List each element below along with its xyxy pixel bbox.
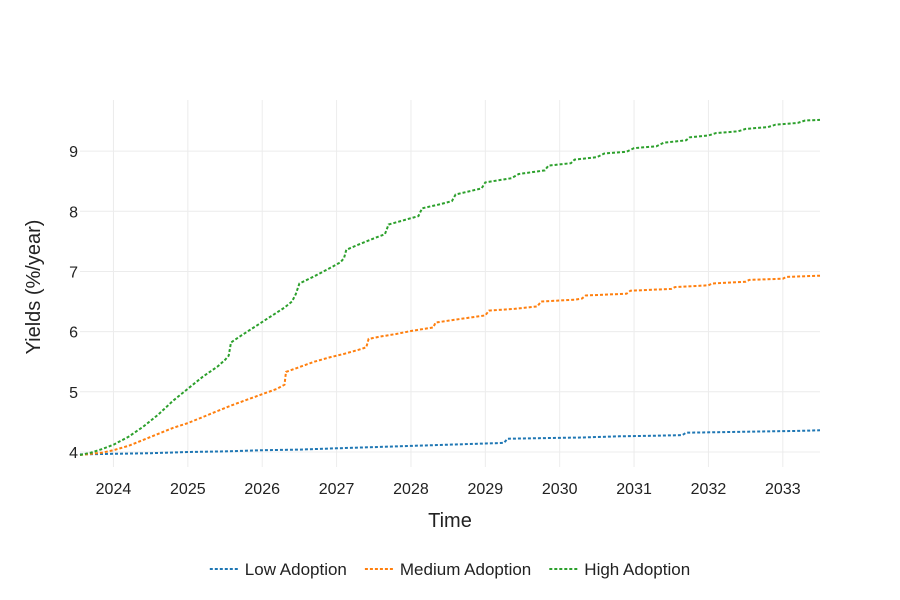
x-tick-label: 2033 — [765, 481, 801, 498]
y-tick-label: 6 — [69, 325, 78, 342]
legend: Low Adoption Medium Adoption High Adoption — [209, 560, 690, 579]
y-axis-ticks: 4 5 6 7 8 9 — [69, 144, 78, 462]
y-tick-label: 9 — [69, 144, 78, 161]
x-tick-label: 2026 — [244, 481, 280, 498]
series-line-2 — [79, 118, 821, 456]
series-line-0 — [79, 429, 821, 456]
legend-item-1[interactable]: Medium Adoption — [364, 560, 531, 579]
x-tick-label: 2030 — [542, 481, 578, 498]
series-line-1 — [79, 274, 821, 456]
grid — [80, 100, 820, 467]
legend-item-0[interactable]: Low Adoption — [209, 560, 347, 579]
legend-label: Low Adoption — [245, 560, 347, 579]
y-axis-title: Yields (%/year) — [23, 220, 45, 355]
x-tick-label: 2027 — [319, 481, 355, 498]
x-tick-label: 2029 — [468, 481, 504, 498]
y-tick-label: 8 — [69, 204, 78, 221]
x-tick-label: 2024 — [96, 481, 132, 498]
y-tick-label: 7 — [69, 264, 78, 281]
legend-item-2[interactable]: High Adoption — [549, 560, 690, 579]
y-tick-label: 4 — [69, 445, 78, 462]
x-tick-label: 2028 — [393, 481, 429, 498]
legend-label: Medium Adoption — [400, 560, 531, 579]
x-tick-label: 2031 — [616, 481, 652, 498]
legend-label: High Adoption — [584, 560, 690, 579]
series-layer — [79, 118, 821, 456]
x-axis-ticks: 2024 2025 2026 2027 2028 2029 2030 2031 2032 2033 — [96, 481, 801, 498]
x-axis-title: Time — [428, 510, 472, 532]
x-tick-label: 2032 — [691, 481, 727, 498]
y-tick-label: 5 — [69, 385, 78, 402]
x-tick-label: 2025 — [170, 481, 206, 498]
